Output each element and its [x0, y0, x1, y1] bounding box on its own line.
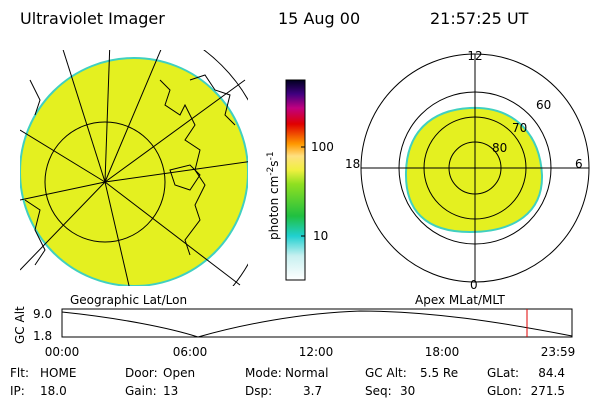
- info-value: 84.4: [538, 366, 565, 380]
- info-label: GC Alt:: [365, 366, 407, 380]
- info-value: 13: [163, 384, 178, 398]
- info-panel: Flt: HOME Door: Open Mode: Normal GC Alt: 5.5 R…: [10, 366, 565, 398]
- date: 15 Aug 00: [278, 9, 360, 28]
- y-tick-label: 1.8: [33, 329, 52, 343]
- info-label: Dsp:: [245, 384, 272, 398]
- info-label: Flt:: [10, 366, 29, 380]
- info-label: GLat:: [487, 366, 519, 380]
- unit: s: [267, 160, 281, 166]
- mlt-label: 12: [467, 49, 482, 63]
- info-value: 5.5 Re: [420, 366, 458, 380]
- colorbar-tick-label: 100: [311, 140, 334, 154]
- colorbar-tick-label: 10: [313, 229, 328, 243]
- info-label: Gain:: [125, 384, 157, 398]
- x-tick-label: 23:59: [541, 345, 576, 359]
- x-tick-label: 06:00: [173, 345, 208, 359]
- mlat-label: 80: [492, 141, 507, 155]
- strip-title: Apex MLat/MLT: [415, 293, 505, 307]
- unit: photon cm: [267, 176, 281, 240]
- info-label: Mode:: [245, 366, 282, 380]
- geographic-map: [20, 50, 248, 286]
- mlt-label: 18: [345, 157, 360, 171]
- exponent: -1: [266, 151, 276, 160]
- time: 21:57:25 UT: [430, 9, 529, 28]
- info-label: GLon:: [487, 384, 522, 398]
- info-value: Open: [163, 366, 195, 380]
- polar-plot: [360, 53, 590, 283]
- mlat-label: 60: [536, 98, 551, 112]
- info-value: 271.5: [531, 384, 565, 398]
- instrument: Ultraviolet Imager: [20, 9, 165, 28]
- info-label: IP:: [10, 384, 25, 398]
- x-tick-label: 18:00: [425, 345, 460, 359]
- info-value: 18.0: [40, 384, 67, 398]
- colorbar-label: photon cm-2s-1: [266, 151, 281, 240]
- info-value: 30: [400, 384, 415, 398]
- strip-title: Geographic Lat/Lon: [70, 293, 187, 307]
- mlat-label: 70: [512, 121, 527, 135]
- altitude-curve: [61, 310, 573, 338]
- info-label: Seq:: [365, 384, 392, 398]
- colorbar: [285, 79, 306, 281]
- mlt-label: 6: [575, 157, 583, 171]
- y-tick-label: 9.0: [33, 307, 52, 321]
- info-value: Normal: [285, 366, 328, 380]
- info-value: HOME: [40, 366, 76, 380]
- info-value: 3.7: [303, 384, 322, 398]
- y-axis-label: GC Alt: [13, 306, 27, 344]
- info-label: Door:: [125, 366, 158, 380]
- x-tick-label: 12:00: [299, 345, 334, 359]
- altitude-strip: [61, 308, 573, 338]
- exponent: -2: [266, 167, 276, 176]
- mlt-label: 0: [470, 278, 478, 292]
- x-tick-label: 00:00: [45, 345, 80, 359]
